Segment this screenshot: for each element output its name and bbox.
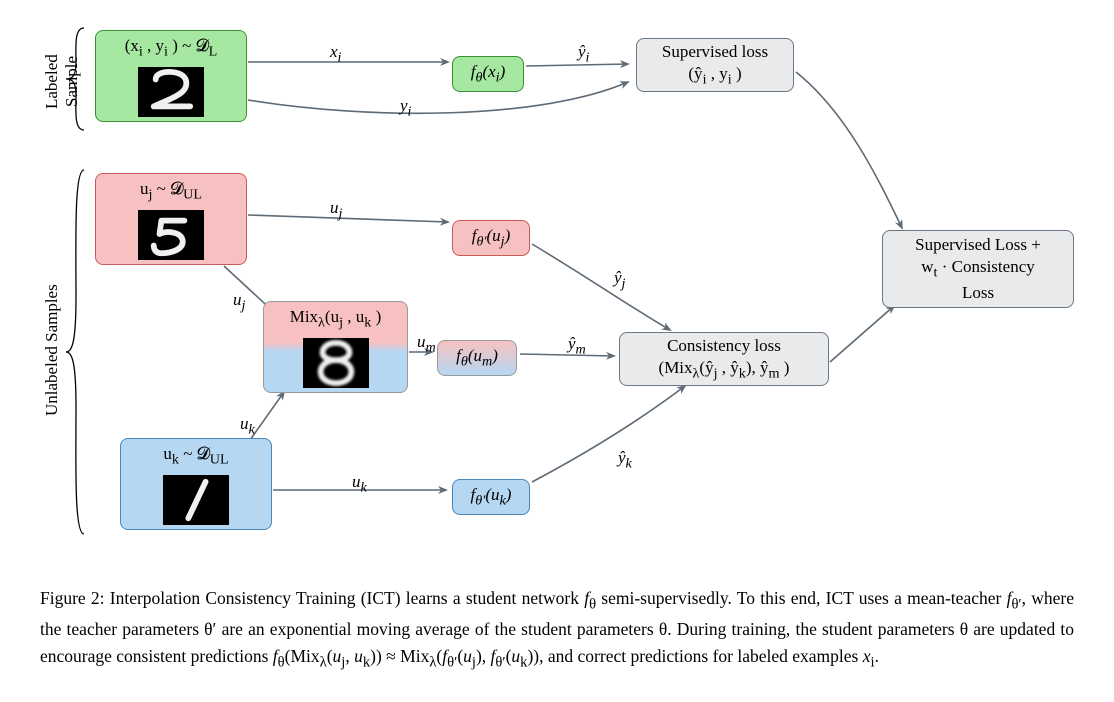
mnist-digit-1 xyxy=(163,475,229,525)
f-uj-label: fθ′(uj) xyxy=(472,225,511,251)
f_xi: fθ(xi) xyxy=(452,56,524,92)
unlabeled-samples-side-label: Unlabeled Samples xyxy=(42,220,62,480)
ict-diagram: (xi , yi ) ~ 𝓓L uj ~ 𝓓UL uk ~ 𝓓UL Mixλ(u… xyxy=(0,0,1114,545)
edge-label-uj_top: uj xyxy=(330,198,342,222)
mix_node: Mixλ(uj , uk ) xyxy=(263,301,408,393)
sup-loss-line1: Supervised loss xyxy=(662,41,768,63)
mix-node-title: Mixλ(uj , uk ) xyxy=(290,306,382,332)
f-xi-label: fθ(xi) xyxy=(471,61,506,87)
labeled-sample-side-label: Labeled Sample xyxy=(42,28,82,136)
edge-5 xyxy=(250,392,284,440)
edge-12 xyxy=(830,306,894,362)
mnist-digit-8 xyxy=(303,338,369,388)
brace-unlabeled xyxy=(64,168,88,541)
f-um-label: fθ(um) xyxy=(456,345,498,371)
cons-loss-line1: Consistency loss xyxy=(667,335,781,357)
cons_loss: Consistency loss (Mixλ(ŷj , ŷk), ŷm ) xyxy=(619,332,829,386)
total-loss-line3: Loss xyxy=(962,282,994,304)
edge-label-uk_bot: uk xyxy=(352,472,367,496)
mnist-digit-5 xyxy=(138,210,204,260)
edge-1 xyxy=(248,82,628,113)
cons-loss-line2: (Mixλ(ŷj , ŷk), ŷm ) xyxy=(659,357,790,383)
edge-11 xyxy=(796,72,902,228)
edge-label-ym: ŷm xyxy=(568,334,586,358)
labeled-sample-title: (xi , yi ) ~ 𝓓L xyxy=(125,35,218,61)
f_uk: fθ′(uk) xyxy=(452,479,530,515)
uk_sample: uk ~ 𝓓UL xyxy=(120,438,272,530)
mnist-digit-2 xyxy=(138,67,204,117)
edge-label-uk_diag: uk xyxy=(240,414,255,438)
edge-3 xyxy=(248,215,448,222)
edge-label-xi: xi xyxy=(330,42,341,66)
edge-2 xyxy=(526,64,628,66)
edge-7 xyxy=(520,354,614,356)
labeled_sample: (xi , yi ) ~ 𝓓L xyxy=(95,30,247,122)
figure-caption: Figure 2: Interpolation Consistency Trai… xyxy=(40,585,1074,674)
edge-10 xyxy=(532,386,685,482)
edge-label-yhat_j: ŷj xyxy=(614,268,625,292)
sup-loss-line2: (ŷi , yi ) xyxy=(688,63,741,89)
uj_sample: uj ~ 𝓓UL xyxy=(95,173,247,265)
uk-sample-title: uk ~ 𝓓UL xyxy=(163,443,228,469)
uj-sample-title: uj ~ 𝓓UL xyxy=(140,178,202,204)
edge-label-um: um xyxy=(417,332,436,356)
total-loss-line1: Supervised Loss + xyxy=(915,234,1041,256)
f-uk-label: fθ′(uk) xyxy=(471,484,512,510)
f_uj: fθ′(uj) xyxy=(452,220,530,256)
total-loss-line2: wt · Consistency xyxy=(921,256,1035,282)
edge-label-yhat_k: ŷk xyxy=(618,448,632,472)
edge-8 xyxy=(532,244,670,330)
total_loss: Supervised Loss + wt · Consistency Loss xyxy=(882,230,1074,308)
f_um: fθ(um) xyxy=(437,340,517,376)
edge-label-yi: yi xyxy=(400,96,411,120)
edge-label-uj_diag: uj xyxy=(233,290,245,314)
edge-label-yhat_i: ŷi xyxy=(578,42,589,66)
sup_loss: Supervised loss (ŷi , yi ) xyxy=(636,38,794,92)
